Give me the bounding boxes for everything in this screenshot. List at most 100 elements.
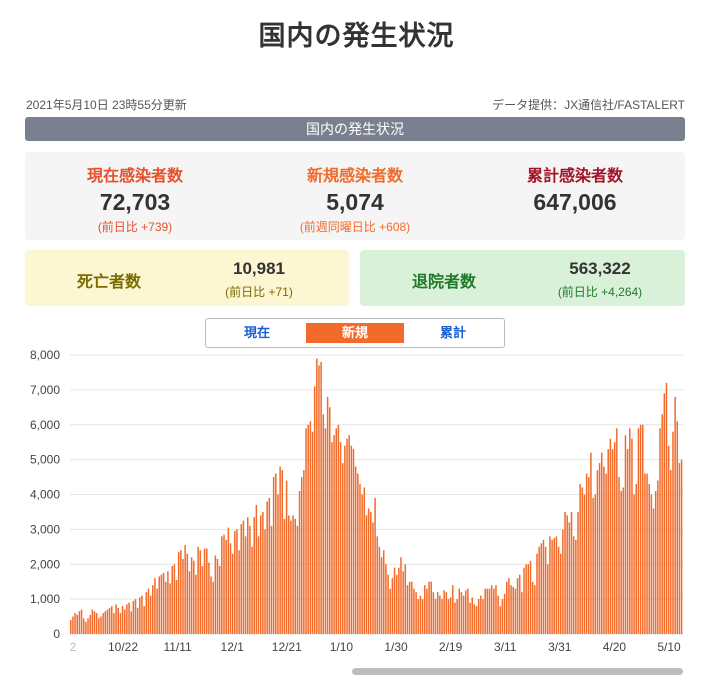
- chart-bar: [426, 588, 428, 634]
- chart-bar: [341, 463, 344, 634]
- chart-bar: [309, 421, 312, 634]
- tab-current[interactable]: 現在: [243, 325, 270, 340]
- x-tick-label: 1/30: [384, 640, 408, 654]
- chart-bar: [486, 588, 489, 634]
- chart-bar: [661, 414, 663, 634]
- chart-bar: [167, 571, 169, 634]
- chart-bar: [508, 578, 510, 634]
- chart-bar: [221, 536, 223, 634]
- chart-bar: [542, 539, 545, 634]
- chart-bar: [333, 435, 335, 634]
- y-tick-label: 8,000: [30, 350, 60, 362]
- chart-bar: [432, 592, 435, 634]
- chart-bar: [596, 470, 599, 634]
- chart-bar: [87, 618, 89, 634]
- chart-bar: [218, 565, 221, 634]
- chart-bar: [439, 595, 441, 634]
- chart-bar: [89, 614, 91, 634]
- chart-bar: [581, 487, 584, 634]
- chart-bar: [182, 559, 184, 634]
- chart-bar: [288, 515, 290, 634]
- tab-total[interactable]: 累計: [439, 325, 466, 340]
- chart-bar: [171, 565, 173, 634]
- chart-bar: [173, 564, 176, 634]
- chart-bar: [193, 560, 195, 634]
- chart-bar: [400, 557, 402, 634]
- chart-bar: [123, 609, 126, 634]
- chart-bar: [641, 424, 644, 634]
- chart-bar: [490, 585, 493, 634]
- chart-bar: [249, 525, 251, 634]
- chart-bar: [488, 588, 491, 634]
- page-title: 国内の発生状況: [258, 21, 455, 51]
- chart-bar: [380, 557, 383, 634]
- chart-bar: [132, 600, 135, 634]
- x-tick-label: 4/20: [603, 640, 627, 654]
- chart-bar: [663, 393, 666, 634]
- stat-total-value: 647,006: [533, 189, 617, 215]
- chart-bar: [670, 470, 672, 634]
- chart-bar: [499, 606, 502, 634]
- chart-bar: [600, 452, 603, 634]
- chart-bar: [568, 522, 571, 634]
- chart-bar: [467, 588, 469, 634]
- chart-bar: [564, 511, 566, 634]
- chart-bar: [540, 543, 543, 634]
- chart-bar: [456, 599, 458, 635]
- chart-bar: [516, 578, 519, 634]
- chart-bar: [214, 555, 217, 634]
- chart-bar: [590, 452, 592, 634]
- chart-bar: [262, 511, 264, 634]
- chart-bar: [251, 546, 253, 634]
- chart-bar: [445, 592, 448, 634]
- chart-bar: [303, 470, 305, 634]
- chart-bar: [227, 527, 230, 634]
- chart-bar: [452, 585, 454, 634]
- chart-bar: [244, 536, 247, 634]
- stat-current-value: 72,703: [99, 189, 171, 215]
- y-tick-label: 7,000: [30, 383, 60, 397]
- chart-bar: [231, 553, 234, 634]
- stat-total-label: 累計感染者数: [526, 168, 623, 185]
- chart-bar: [477, 599, 480, 635]
- chart-bar: [331, 442, 333, 634]
- x-tick-label: 12/1: [221, 640, 245, 654]
- x-tick-label: 5/10: [657, 640, 681, 654]
- x-tick-label: 1/10: [330, 640, 354, 654]
- chart-bar: [484, 588, 486, 634]
- x-tick-label: 11/11: [163, 640, 192, 654]
- tab-new[interactable]: 新規: [306, 323, 404, 343]
- chart-bar: [264, 529, 266, 635]
- chart-bar: [294, 518, 296, 634]
- chart-bar: [398, 567, 400, 634]
- chart-bar: [616, 428, 618, 634]
- deaths-label: 死亡者数: [77, 274, 142, 291]
- chart-bar: [344, 445, 346, 634]
- chart-scrollbar[interactable]: [352, 668, 683, 675]
- stat-new: 新規感染者数 5,074 (前週同曜日比 +608): [245, 162, 465, 235]
- chart-bar: [657, 480, 659, 634]
- chart-bar: [216, 559, 219, 634]
- chart-bar: [357, 473, 359, 634]
- chart-bar: [337, 424, 340, 634]
- chart-bar: [156, 588, 158, 634]
- chart-bar: [465, 590, 467, 634]
- chart-bar: [510, 585, 512, 634]
- x-tick-label: 10/22: [108, 640, 138, 654]
- chart-bar: [255, 504, 258, 634]
- recovered-card: 退院者数 563,322 (前日比 +4,264): [360, 250, 685, 306]
- chart-bar: [311, 431, 314, 634]
- chart-bar: [152, 585, 154, 634]
- deaths-change: (前日比 +71): [225, 285, 293, 299]
- chart-bar: [626, 449, 629, 634]
- chart-bar: [246, 517, 249, 634]
- chart-bar: [234, 531, 236, 634]
- chart-bar: [188, 571, 191, 634]
- y-tick-label: 2,000: [30, 557, 60, 571]
- chart-bar: [609, 438, 612, 634]
- chart-bar: [145, 592, 148, 634]
- chart-bar: [365, 515, 368, 634]
- chart-bar: [443, 590, 445, 634]
- chart-bar: [298, 491, 301, 634]
- chart-bar: [139, 597, 141, 634]
